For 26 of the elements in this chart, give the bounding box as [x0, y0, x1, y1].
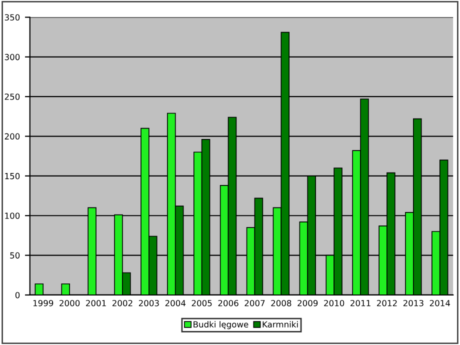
y-tick-label: 0 — [15, 292, 20, 298]
y-tick-label: 150 — [5, 172, 20, 180]
x-tick-label: 2012 — [376, 300, 397, 306]
y-tick-label: 250 — [4, 94, 20, 100]
y-tick-label: 350 — [4, 14, 20, 21]
x-tick-label: 2004 — [165, 300, 186, 306]
x-tick-label: 1999 — [33, 300, 54, 306]
x-tick-label: 2005 — [192, 300, 212, 306]
x-tick-label: 2001 — [86, 300, 106, 306]
x-tick-label: 2007 — [244, 300, 265, 306]
x-tick-label: 2003 — [138, 300, 159, 306]
x-tick-label: 2013 — [403, 300, 424, 306]
legend-label: Budki lęgowe — [194, 321, 248, 330]
x-tick-label: 2014 — [430, 300, 450, 306]
x-tick-label: 2008 — [271, 300, 292, 306]
y-tick-label: 300 — [4, 54, 20, 60]
y-tick-label: 50 — [10, 252, 20, 259]
x-tick-label: 2010 — [324, 300, 344, 306]
y-tick-label: 100 — [5, 212, 20, 219]
legend-label: Karmniki — [262, 321, 298, 328]
x-tick-label: 2000 — [60, 300, 80, 306]
x-tick-label: 2009 — [298, 300, 318, 306]
x-tick-label: 2006 — [218, 300, 238, 306]
x-tick-label: 2011 — [350, 300, 370, 306]
y-tick-label: 200 — [4, 133, 20, 140]
x-tick-label: 2002 — [112, 300, 132, 306]
